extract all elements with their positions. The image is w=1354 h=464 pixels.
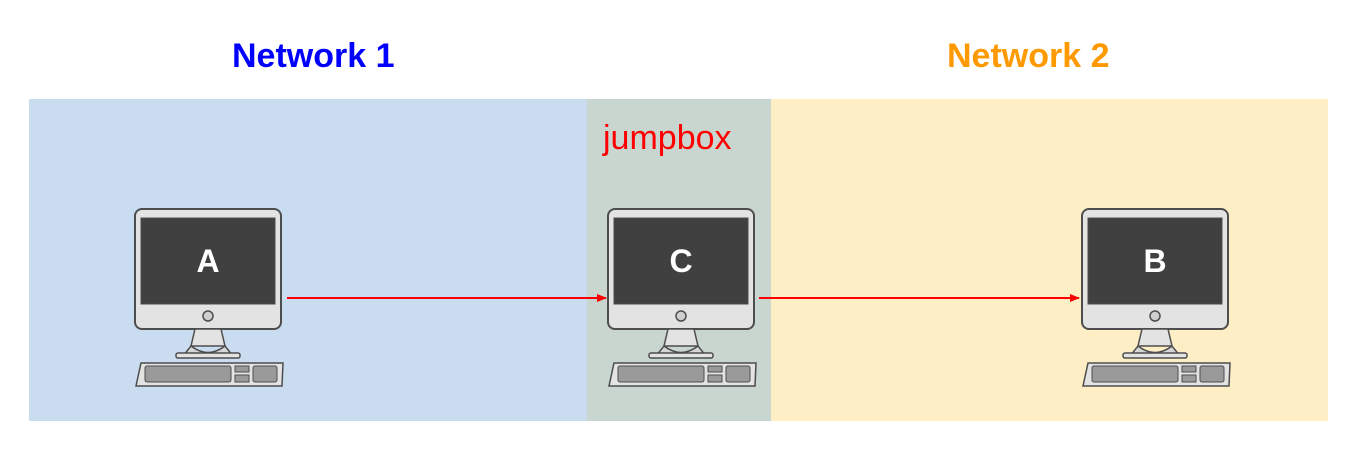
network-1-zone	[29, 99, 587, 421]
desktop-computer-icon	[607, 208, 757, 387]
computer-b-label: B	[1143, 243, 1167, 279]
computer-a-label: A	[196, 243, 220, 279]
jumpbox-label: jumpbox	[603, 119, 732, 157]
network-2-title: Network 2	[947, 37, 1110, 75]
desktop-computer-icon	[134, 208, 284, 387]
network-1-title: Network 1	[232, 37, 395, 75]
computer-b: B	[1080, 206, 1236, 392]
desktop-computer-icon	[1081, 208, 1231, 387]
computer-a: A	[133, 206, 289, 392]
computer-c: C	[606, 206, 762, 392]
computer-c-label: C	[669, 243, 693, 279]
network-2-zone	[771, 99, 1328, 421]
